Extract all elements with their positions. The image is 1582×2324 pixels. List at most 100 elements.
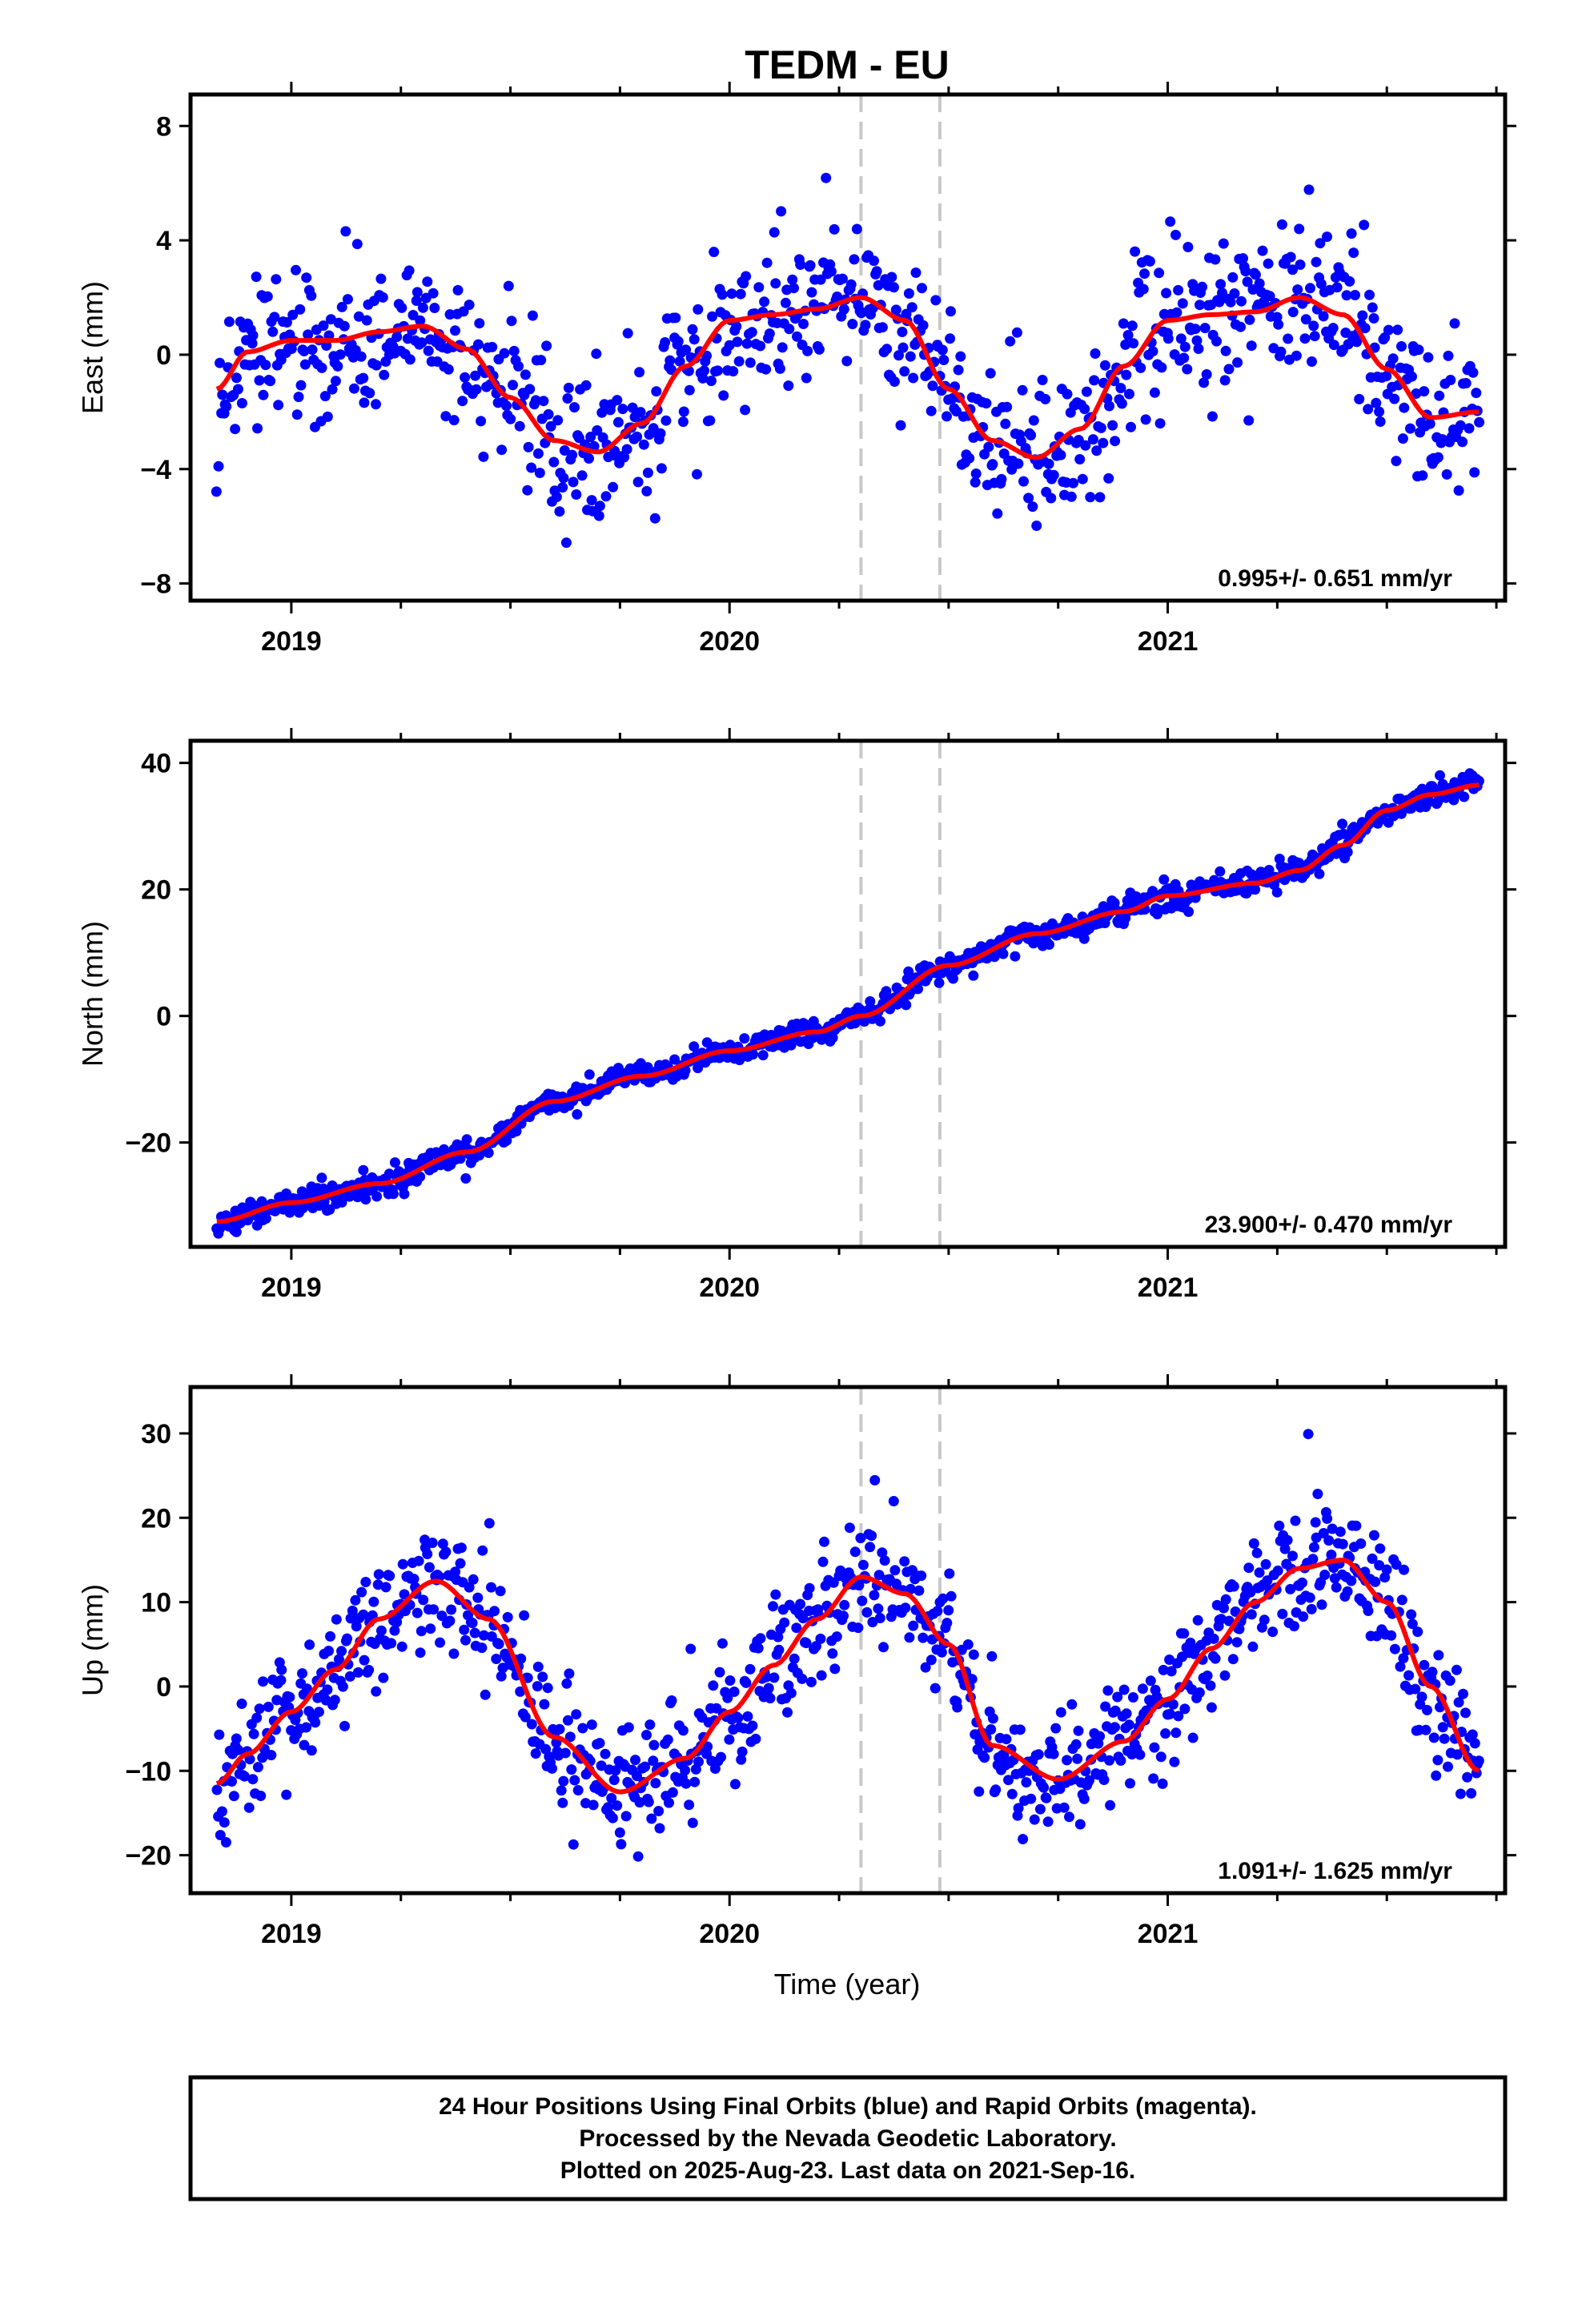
data-point	[903, 966, 914, 977]
data-point	[874, 1613, 885, 1623]
data-point	[460, 372, 471, 383]
data-point	[1359, 323, 1371, 334]
data-point	[1398, 1653, 1409, 1664]
y-axis-title: North (mm)	[76, 921, 109, 1067]
data-point	[360, 1194, 371, 1205]
data-point	[1316, 1599, 1327, 1610]
data-point	[1068, 477, 1078, 489]
data-point	[926, 405, 937, 416]
data-point	[450, 325, 460, 336]
data-point	[542, 1683, 553, 1694]
data-point	[815, 1633, 826, 1644]
data-point	[1110, 1705, 1121, 1716]
data-point	[827, 1032, 838, 1043]
data-point	[440, 411, 452, 422]
data-point	[717, 1638, 728, 1649]
data-point	[1403, 1670, 1415, 1681]
data-point	[1104, 400, 1114, 412]
data-point	[389, 1157, 400, 1168]
data-point	[621, 444, 632, 455]
data-point	[627, 402, 638, 413]
data-point	[1235, 321, 1246, 332]
data-point	[693, 1756, 704, 1767]
data-point	[480, 1689, 491, 1700]
data-point	[375, 273, 387, 284]
data-point	[336, 1646, 347, 1657]
data-point	[1439, 1733, 1450, 1744]
data-point	[737, 1746, 748, 1757]
data-point	[379, 369, 390, 380]
x-tick-label: 2020	[699, 1273, 760, 1303]
data-point	[1171, 307, 1182, 318]
data-point	[780, 297, 791, 308]
data-point	[1147, 346, 1158, 357]
data-point	[1396, 1594, 1407, 1606]
data-point	[986, 1724, 997, 1735]
data-point	[930, 1683, 941, 1694]
data-point	[827, 1648, 838, 1659]
data-point	[901, 999, 912, 1011]
data-point	[1037, 375, 1048, 385]
data-point	[554, 506, 565, 517]
data-point	[665, 355, 676, 366]
data-point	[1055, 449, 1066, 460]
data-point	[436, 1610, 448, 1622]
data-point	[1407, 371, 1417, 382]
data-point	[857, 1595, 868, 1606]
data-point	[899, 366, 910, 377]
data-point	[608, 481, 619, 493]
data-point	[1040, 393, 1051, 404]
data-point	[981, 398, 992, 409]
data-point	[1309, 331, 1320, 342]
data-point	[1104, 1755, 1115, 1766]
data-point	[1348, 247, 1359, 259]
data-point	[986, 1651, 998, 1662]
data-point	[562, 393, 573, 404]
data-point	[358, 1164, 369, 1176]
data-point	[1080, 440, 1091, 451]
data-point	[1434, 390, 1445, 401]
data-point	[1122, 330, 1134, 340]
data-point	[1043, 458, 1054, 469]
data-point	[798, 319, 809, 329]
data-point	[429, 303, 440, 313]
y-tick-label: 40	[141, 749, 171, 779]
data-point	[265, 376, 276, 387]
data-point	[835, 1565, 846, 1576]
data-point	[275, 1675, 287, 1686]
data-point	[773, 1631, 784, 1642]
data-point	[1126, 320, 1138, 332]
data-point	[1419, 1659, 1430, 1671]
data-point	[304, 1639, 315, 1651]
data-point	[1102, 1685, 1114, 1696]
data-point	[356, 1586, 367, 1598]
data-point	[1125, 1778, 1135, 1789]
data-point	[340, 226, 351, 237]
data-point	[1107, 420, 1118, 431]
data-point	[1074, 1819, 1086, 1830]
data-point	[322, 1684, 333, 1695]
data-point	[1149, 1742, 1160, 1753]
data-point	[474, 318, 485, 329]
data-point	[359, 1655, 370, 1666]
data-point	[1134, 1749, 1146, 1760]
data-point	[301, 1722, 311, 1733]
data-point	[681, 1778, 692, 1789]
data-point	[472, 1592, 484, 1603]
data-point	[1145, 1675, 1156, 1687]
data-point	[1123, 1719, 1134, 1731]
data-point	[358, 1609, 369, 1620]
data-point	[489, 1606, 500, 1617]
data-point	[1355, 1538, 1367, 1549]
data-point	[861, 1606, 873, 1618]
data-point	[359, 397, 370, 408]
data-point	[593, 510, 604, 521]
data-point	[1308, 320, 1319, 332]
data-point	[656, 463, 667, 474]
data-point	[632, 431, 643, 442]
data-point	[342, 294, 353, 305]
data-point	[1081, 386, 1092, 397]
data-point	[412, 1607, 423, 1618]
data-point	[461, 1134, 472, 1145]
data-point	[569, 402, 580, 413]
